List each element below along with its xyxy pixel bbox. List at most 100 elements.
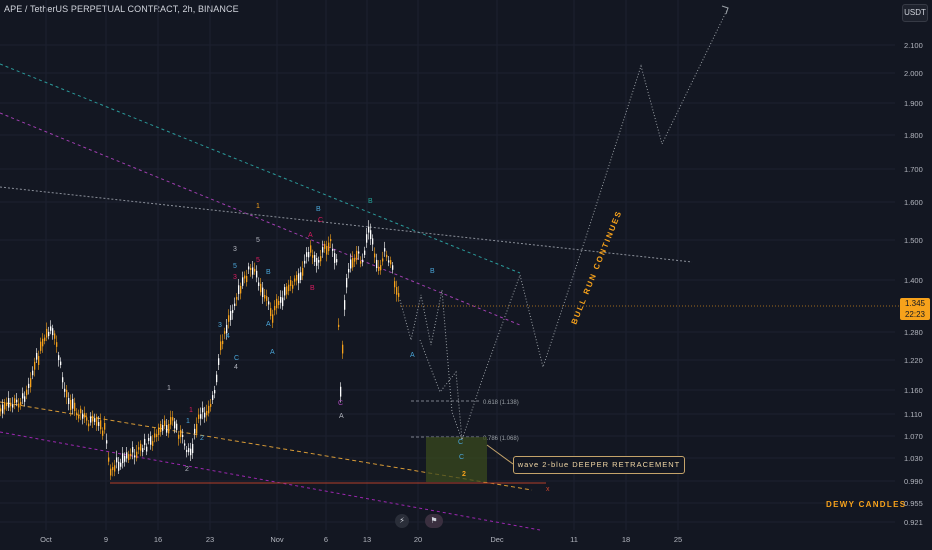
- candle-body: [140, 443, 142, 451]
- candle-body: [132, 446, 134, 453]
- candle-body: [128, 454, 130, 460]
- wave-pink-a: A: [308, 232, 313, 239]
- candle-body: [144, 438, 146, 445]
- candle-body: [8, 398, 10, 408]
- candle-body: [248, 266, 250, 270]
- candle-body: [292, 284, 294, 289]
- wave-blue-a-low: A: [270, 349, 275, 356]
- candle-body: [226, 324, 228, 334]
- candle-body: [256, 270, 258, 278]
- candle-body: [388, 260, 390, 263]
- candle-body: [76, 412, 78, 416]
- wave-c-label: C: [459, 454, 464, 461]
- candle-body: [118, 461, 120, 471]
- callout-connector: [486, 444, 514, 465]
- wave-green-b: B: [368, 198, 373, 205]
- candle-body: [216, 374, 218, 383]
- candle-body: [74, 402, 76, 412]
- candle-body: [134, 455, 136, 458]
- candle-body: [130, 453, 132, 456]
- candle-body: [212, 395, 214, 400]
- candle-body: [158, 427, 160, 436]
- wave-blue-4: 4: [226, 333, 230, 340]
- wave-purple-c-low: C: [338, 400, 343, 407]
- candle-body: [0, 408, 2, 412]
- candle-body: [200, 414, 202, 419]
- wave-blue-5: 5: [233, 263, 237, 270]
- candle-body: [94, 418, 96, 422]
- candle-body: [250, 267, 252, 270]
- candle-body: [68, 398, 70, 405]
- candle-body: [276, 298, 278, 309]
- candle-body: [254, 268, 256, 272]
- candle-body: [102, 430, 104, 436]
- candle-body: [154, 433, 156, 438]
- candle-body: [80, 408, 82, 414]
- candle-body: [20, 401, 22, 405]
- fib-618-label: 0.618 (1.138): [483, 400, 519, 406]
- candle-body: [332, 248, 334, 251]
- candle-body: [326, 246, 328, 255]
- candle-body: [322, 247, 324, 253]
- candle-body: [296, 274, 298, 281]
- lightning-icon[interactable]: ⚡: [395, 514, 409, 528]
- candle-body: [320, 256, 322, 262]
- candle-body: [44, 337, 46, 341]
- candle-body: [348, 269, 350, 273]
- price-label: 2.000: [904, 69, 923, 78]
- symbol-title[interactable]: APE / TetherUS PERPETUAL CONTRACT, 2h, B…: [4, 4, 239, 14]
- candle-body: [364, 250, 366, 255]
- candle-body: [244, 275, 246, 279]
- candle-body: [208, 405, 210, 414]
- candle-body: [30, 378, 32, 388]
- candle-body: [16, 399, 18, 403]
- candle-body: [86, 417, 88, 421]
- candle-body: [22, 393, 24, 399]
- wave-pink-5: 5: [256, 257, 260, 264]
- price-scale: 2.100 2.000 1.900 1.800 1.700 1.600 1.500 1.400…: [904, 41, 923, 527]
- candle-body: [358, 251, 360, 254]
- candle-body: [146, 446, 148, 452]
- candle-body: [2, 404, 4, 414]
- candle-body: [342, 344, 344, 354]
- candle-body: [258, 282, 260, 286]
- candle-body: [136, 451, 138, 459]
- candle-body: [54, 333, 56, 339]
- candle-body: [302, 267, 304, 276]
- candle-body: [356, 250, 358, 260]
- candle-body: [46, 328, 48, 338]
- time-label: 11: [570, 535, 578, 544]
- candle-body: [176, 423, 178, 430]
- candle-body: [32, 370, 34, 376]
- candle-body: [378, 266, 380, 271]
- currency-selector[interactable]: USDT: [902, 4, 928, 22]
- chart-grid: [0, 0, 895, 530]
- candle-body: [150, 436, 152, 445]
- flags-icon[interactable]: ⚑: [425, 514, 443, 528]
- target-zone: [426, 437, 487, 482]
- candle-body: [386, 254, 388, 258]
- wave-gray-2: 2: [185, 466, 189, 473]
- candle-body: [82, 413, 84, 419]
- author-watermark: DEWY CANDLES: [826, 500, 907, 509]
- candle-body: [338, 324, 340, 327]
- target-arrow: [721, 5, 729, 15]
- candle-body: [34, 361, 36, 370]
- retracement-callout[interactable]: wave 2-blue DEEPER RETRACEMENT: [513, 456, 685, 474]
- candle-body: [182, 434, 184, 437]
- candle-body: [164, 420, 166, 427]
- time-label: 20: [414, 535, 422, 544]
- wave-blue-b-top: B: [316, 206, 321, 213]
- candle-body: [374, 253, 376, 258]
- wave-orange-1: 1: [256, 203, 260, 210]
- candle-body: [274, 305, 276, 311]
- candle-body: [282, 297, 284, 307]
- candle-body: [18, 403, 20, 408]
- candle-body: [290, 279, 292, 286]
- candle-body: [272, 314, 274, 323]
- wave-blue-c: C: [234, 355, 239, 362]
- time-label: 13: [363, 535, 371, 544]
- wave-blue-a: A: [266, 321, 271, 328]
- price-label: 1.600: [904, 198, 923, 207]
